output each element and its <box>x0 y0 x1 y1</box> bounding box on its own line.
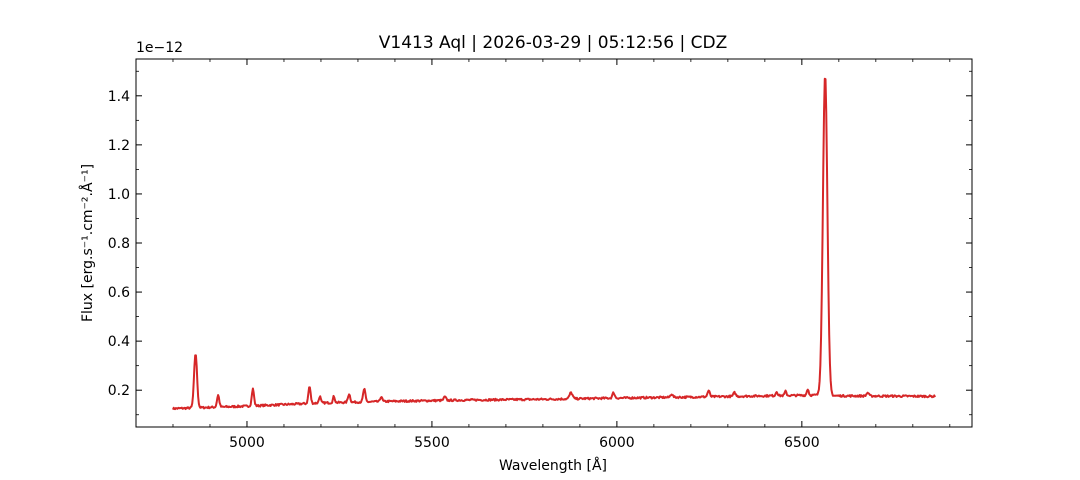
x-tick-label: 6500 <box>784 435 820 451</box>
plot-frame <box>135 58 973 428</box>
y-tick-label: 1.4 <box>108 89 130 105</box>
y-tick-label: 1.0 <box>108 187 130 203</box>
x-tick-label: 5500 <box>414 435 450 451</box>
y-tick-label: 0.2 <box>108 383 130 399</box>
y-axis-label: Flux [erg.s⁻¹.cm⁻².Å⁻¹] <box>79 164 96 322</box>
y-tick-label: 0.4 <box>108 334 130 350</box>
chart-title: V1413 Aql | 2026-03-29 | 05:12:56 | CDZ <box>379 33 728 53</box>
spectrum-line <box>172 77 936 411</box>
plot-area: 5000 5500 6000 6500 0.2 0.4 0.6 0.8 1.0 1.2 1.4 <box>108 59 972 451</box>
x-tick-label: 6000 <box>599 435 635 451</box>
y-tick-label: 1.2 <box>108 138 130 154</box>
y-tick-label: 0.8 <box>108 236 130 252</box>
x-tick-label: 5000 <box>229 435 265 451</box>
x-axis-label: Wavelength [Å] <box>499 457 607 474</box>
y-offset-label: 1e−12 <box>136 40 183 56</box>
y-tick-label: 0.6 <box>108 285 130 301</box>
